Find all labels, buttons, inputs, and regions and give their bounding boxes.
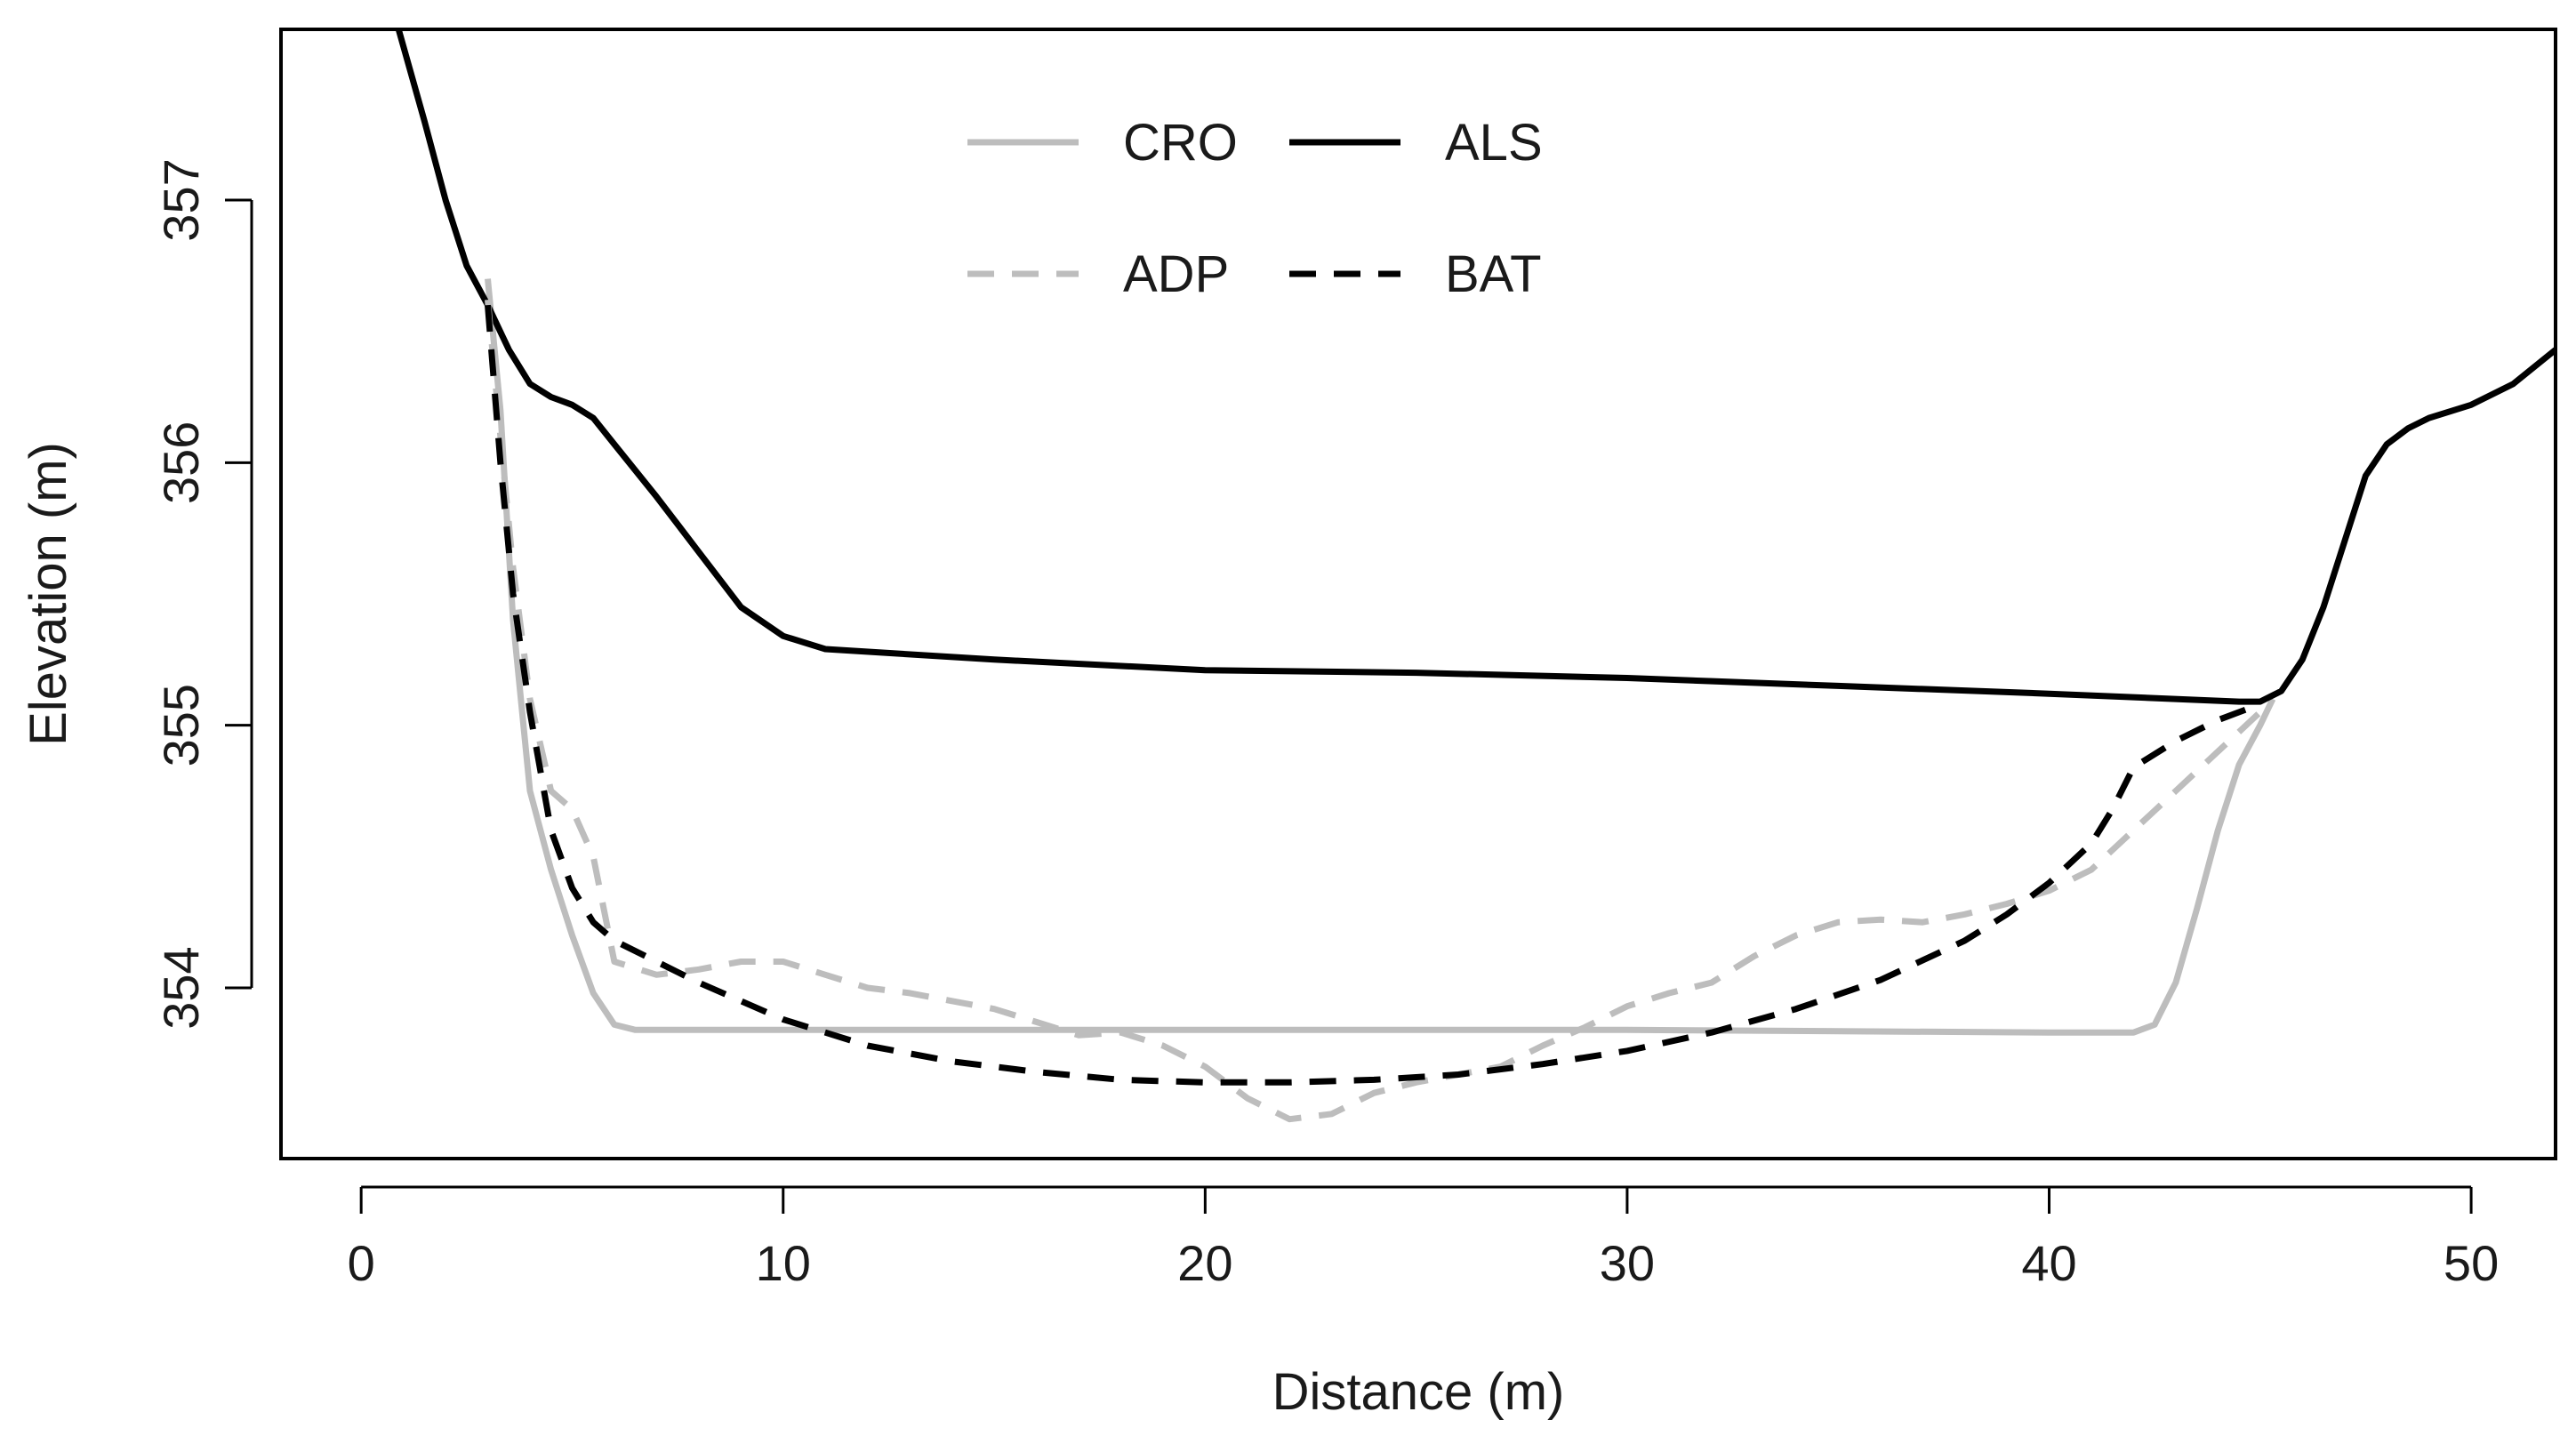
y-tick-label-355: 355 [153, 684, 209, 766]
y-tick-label-357: 357 [153, 158, 209, 241]
plot-frame [279, 28, 2557, 1160]
x-tick-label-40: 40 [2021, 1235, 2076, 1291]
legend-label-cro: CRO [1123, 114, 1238, 172]
x-tick-label-50: 50 [2444, 1235, 2499, 1291]
legend: CRO ALS ADP BAT [967, 114, 1543, 303]
legend-label-adp: ADP [1123, 245, 1229, 303]
series-line-adp [485, 299, 2263, 1123]
y-axis: 354 355 356 357 [153, 158, 253, 1030]
series-line-cro [485, 278, 2276, 1036]
series-line-als [395, 29, 2556, 705]
x-tick-label-10: 10 [756, 1235, 811, 1291]
y-axis-label: Elevation (m) [20, 442, 77, 746]
x-axis: 0 10 20 30 40 50 [348, 1185, 2499, 1291]
x-tick-label-20: 20 [1177, 1235, 1232, 1291]
legend-label-als: ALS [1445, 114, 1543, 172]
y-tick-label-354: 354 [153, 946, 209, 1029]
y-tick-label-356: 356 [153, 421, 209, 504]
series-layer [395, 29, 2556, 1123]
legend-label-bat: BAT [1445, 245, 1542, 303]
x-tick-label-30: 30 [1600, 1235, 1655, 1291]
x-axis-label: Distance (m) [1272, 1363, 1565, 1421]
x-tick-label-0: 0 [348, 1235, 375, 1291]
series-line-bat [485, 304, 2262, 1086]
